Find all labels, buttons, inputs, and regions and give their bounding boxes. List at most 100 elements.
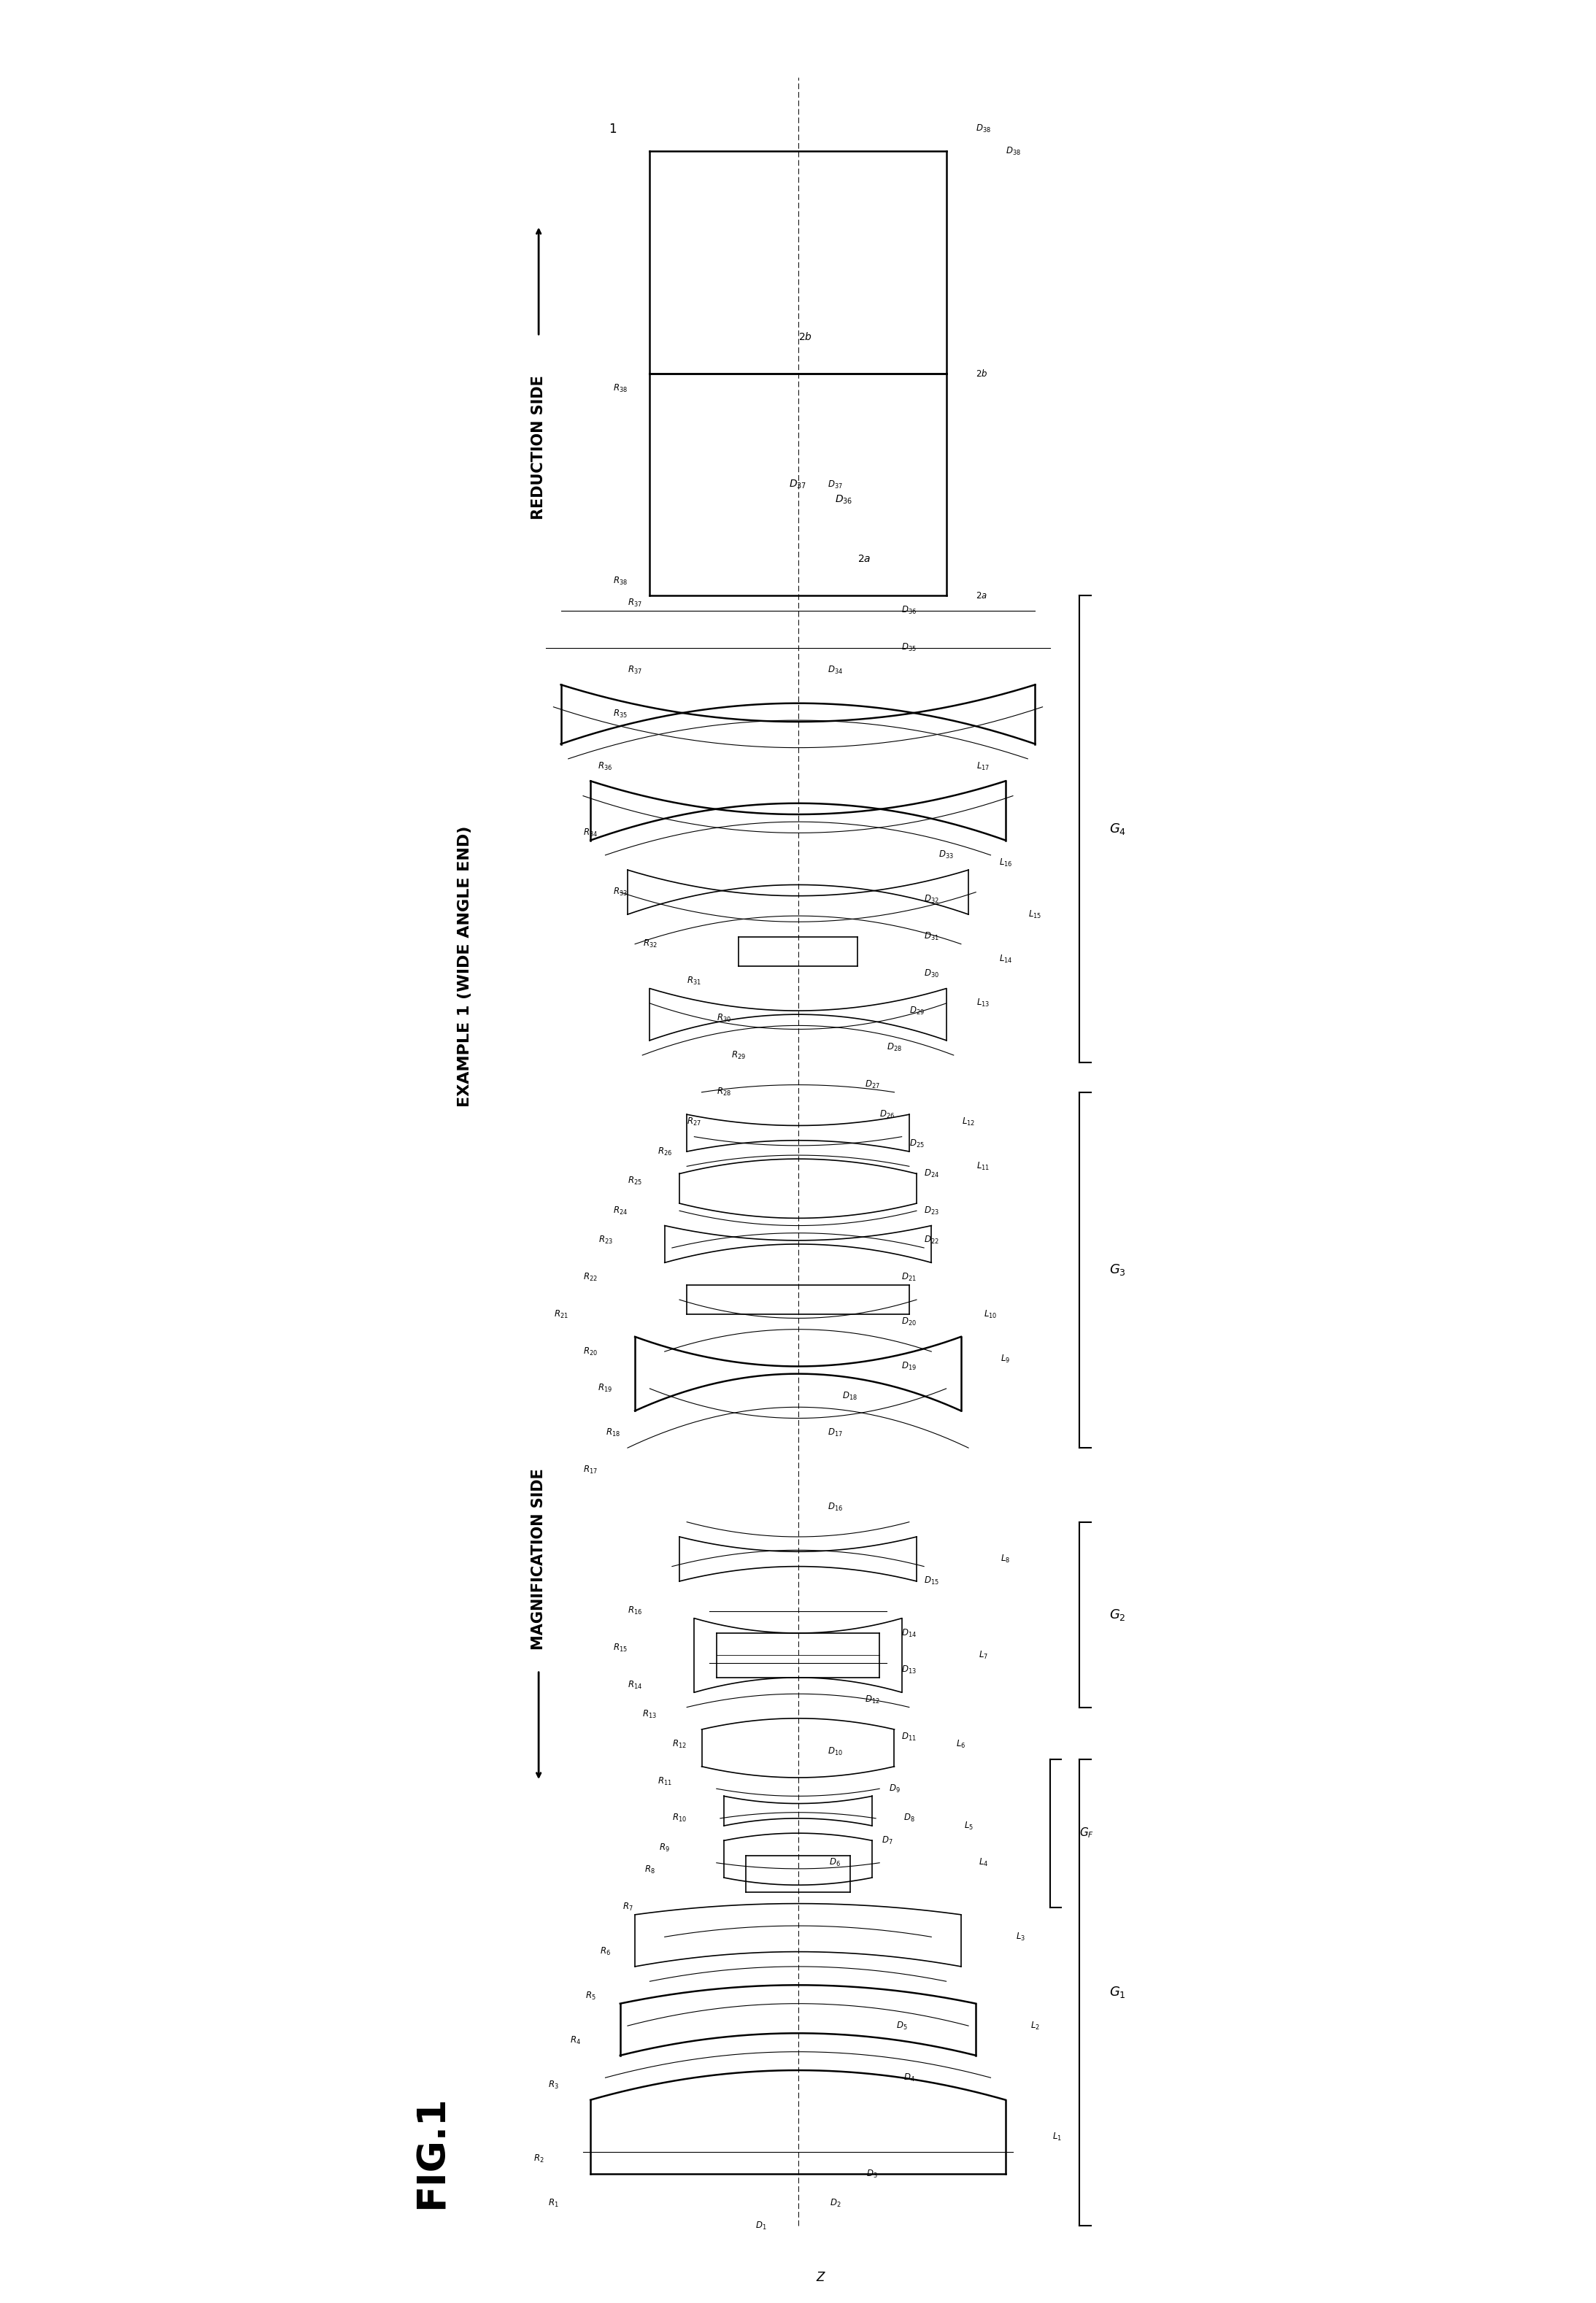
Text: $L_{3}$: $L_{3}$ bbox=[1015, 1932, 1025, 1941]
Text: $L_{14}$: $L_{14}$ bbox=[999, 953, 1012, 965]
Text: $D_{34}$: $D_{34}$ bbox=[827, 663, 843, 675]
Text: $D_{20}$: $D_{20}$ bbox=[902, 1317, 916, 1327]
Text: $L_{6}$: $L_{6}$ bbox=[956, 1739, 966, 1750]
Text: $D_{29}$: $D_{29}$ bbox=[910, 1004, 924, 1016]
Text: $R_{18}$: $R_{18}$ bbox=[605, 1428, 621, 1439]
Text: $L_{12}$: $L_{12}$ bbox=[962, 1117, 975, 1128]
Text: $R_{29}$: $R_{29}$ bbox=[731, 1050, 745, 1062]
Text: $D_{2}$: $D_{2}$ bbox=[830, 2197, 841, 2209]
Text: $2b$: $2b$ bbox=[975, 368, 988, 378]
Text: $D_{27}$: $D_{27}$ bbox=[865, 1080, 879, 1089]
Text: $R_{4}$: $R_{4}$ bbox=[570, 2036, 581, 2045]
Text: $R_{20}$: $R_{20}$ bbox=[583, 1345, 598, 1356]
Text: $D_{35}$: $D_{35}$ bbox=[902, 643, 916, 654]
Text: $2b$: $2b$ bbox=[798, 332, 812, 341]
Text: $R_{33}$: $R_{33}$ bbox=[613, 887, 627, 898]
Text: $2a$: $2a$ bbox=[857, 553, 871, 564]
Text: $R_{10}$: $R_{10}$ bbox=[672, 1812, 686, 1824]
Text: $R_{34}$: $R_{34}$ bbox=[583, 827, 598, 838]
Text: $G_F$: $G_F$ bbox=[1079, 1826, 1095, 1840]
Text: $G_3$: $G_3$ bbox=[1109, 1262, 1125, 1278]
Text: $R_{2}$: $R_{2}$ bbox=[533, 2153, 544, 2165]
Text: $D_{7}$: $D_{7}$ bbox=[881, 1835, 892, 1847]
Text: $R_{35}$: $R_{35}$ bbox=[613, 709, 627, 721]
Text: $R_{22}$: $R_{22}$ bbox=[583, 1271, 598, 1283]
Text: $D_{24}$: $D_{24}$ bbox=[924, 1168, 938, 1179]
Text: $R_{31}$: $R_{31}$ bbox=[686, 976, 702, 986]
Text: $D_{23}$: $D_{23}$ bbox=[924, 1204, 938, 1216]
Text: $R_{21}$: $R_{21}$ bbox=[554, 1308, 568, 1320]
Text: $R_{37}$: $R_{37}$ bbox=[627, 663, 642, 675]
Text: $D_{13}$: $D_{13}$ bbox=[902, 1665, 916, 1677]
Text: $D_{37}$: $D_{37}$ bbox=[827, 479, 843, 491]
Text: $R_{25}$: $R_{25}$ bbox=[627, 1175, 642, 1186]
Text: $L_{16}$: $L_{16}$ bbox=[999, 857, 1012, 868]
Text: $L_{1}$: $L_{1}$ bbox=[1053, 2133, 1061, 2142]
Text: $L_{15}$: $L_{15}$ bbox=[1028, 910, 1042, 919]
Text: $D_{19}$: $D_{19}$ bbox=[902, 1361, 916, 1373]
Text: $D_{25}$: $D_{25}$ bbox=[910, 1138, 924, 1149]
Text: $R_{7}$: $R_{7}$ bbox=[622, 1902, 634, 1914]
Text: FIG.1: FIG.1 bbox=[413, 2096, 450, 2209]
Text: $R_{19}$: $R_{19}$ bbox=[598, 1384, 613, 1393]
Text: $R_{12}$: $R_{12}$ bbox=[672, 1739, 686, 1750]
Text: $L_{10}$: $L_{10}$ bbox=[985, 1308, 998, 1320]
Text: $R_{13}$: $R_{13}$ bbox=[643, 1709, 658, 1720]
Text: $R_{30}$: $R_{30}$ bbox=[717, 1013, 731, 1023]
Text: $D_{17}$: $D_{17}$ bbox=[827, 1428, 843, 1439]
Text: $L_{2}$: $L_{2}$ bbox=[1031, 2020, 1041, 2031]
Text: $1$: $1$ bbox=[608, 122, 616, 136]
Text: $R_{11}$: $R_{11}$ bbox=[658, 1776, 672, 1787]
Text: $D_{37}$: $D_{37}$ bbox=[788, 479, 808, 491]
Text: $G_1$: $G_1$ bbox=[1109, 1985, 1125, 1999]
Text: $R_{36}$: $R_{36}$ bbox=[598, 760, 613, 772]
Text: $D_{5}$: $D_{5}$ bbox=[895, 2020, 908, 2031]
Text: $D_{32}$: $D_{32}$ bbox=[924, 894, 938, 905]
Text: $L_{5}$: $L_{5}$ bbox=[964, 1819, 974, 1831]
Text: $R_{5}$: $R_{5}$ bbox=[586, 1990, 595, 2001]
Text: $D_{30}$: $D_{30}$ bbox=[924, 967, 938, 979]
Text: $R_{38}$: $R_{38}$ bbox=[613, 576, 627, 587]
Text: $L_{11}$: $L_{11}$ bbox=[977, 1161, 990, 1172]
Text: $D_{18}$: $D_{18}$ bbox=[843, 1391, 857, 1403]
Text: $R_{27}$: $R_{27}$ bbox=[686, 1117, 702, 1128]
Text: $L_{17}$: $L_{17}$ bbox=[977, 760, 990, 772]
Text: $D_{28}$: $D_{28}$ bbox=[887, 1043, 902, 1052]
Text: $R_{1}$: $R_{1}$ bbox=[547, 2197, 559, 2209]
Text: $R_{26}$: $R_{26}$ bbox=[658, 1147, 672, 1156]
Text: EXAMPLE 1 (WIDE ANGLE END): EXAMPLE 1 (WIDE ANGLE END) bbox=[458, 827, 472, 1108]
Text: $L_{8}$: $L_{8}$ bbox=[1001, 1555, 1010, 1564]
Text: $D_{38}$: $D_{38}$ bbox=[1005, 145, 1021, 157]
Text: $L_{13}$: $L_{13}$ bbox=[977, 997, 990, 1009]
Text: $R_{32}$: $R_{32}$ bbox=[643, 940, 658, 949]
Text: $D_{10}$: $D_{10}$ bbox=[827, 1746, 843, 1757]
Text: $R_{24}$: $R_{24}$ bbox=[613, 1204, 627, 1216]
Text: $R_{16}$: $R_{16}$ bbox=[627, 1605, 642, 1617]
Text: $R_{28}$: $R_{28}$ bbox=[717, 1087, 731, 1099]
Text: $D_{36}$: $D_{36}$ bbox=[835, 493, 852, 504]
Text: $2a$: $2a$ bbox=[975, 592, 988, 601]
Text: $D_{21}$: $D_{21}$ bbox=[902, 1271, 916, 1283]
Text: $D_{1}$: $D_{1}$ bbox=[755, 2220, 766, 2232]
Text: $D_{26}$: $D_{26}$ bbox=[879, 1110, 895, 1119]
Text: $R_{6}$: $R_{6}$ bbox=[600, 1946, 611, 1958]
Text: $R_{37}$: $R_{37}$ bbox=[627, 599, 642, 608]
Text: $R_{8}$: $R_{8}$ bbox=[645, 1865, 656, 1875]
Text: $D_{4}$: $D_{4}$ bbox=[903, 2073, 915, 2084]
Text: $L_{4}$: $L_{4}$ bbox=[978, 1856, 988, 1868]
Text: $D_{38}$: $D_{38}$ bbox=[975, 124, 991, 134]
Text: $R_{9}$: $R_{9}$ bbox=[659, 1842, 670, 1854]
Text: $D_{14}$: $D_{14}$ bbox=[902, 1628, 916, 1640]
Text: $D_{9}$: $D_{9}$ bbox=[889, 1783, 900, 1794]
Text: $R_{38}$: $R_{38}$ bbox=[613, 382, 627, 394]
Text: $D_{6}$: $D_{6}$ bbox=[830, 1856, 841, 1868]
Text: $G_2$: $G_2$ bbox=[1109, 1607, 1125, 1621]
Text: $D_{22}$: $D_{22}$ bbox=[924, 1234, 938, 1246]
Text: $R_{23}$: $R_{23}$ bbox=[598, 1234, 613, 1246]
Text: $D_{16}$: $D_{16}$ bbox=[827, 1502, 843, 1513]
Text: $L_{7}$: $L_{7}$ bbox=[978, 1649, 988, 1660]
Text: $D_{36}$: $D_{36}$ bbox=[902, 606, 916, 617]
Text: $D_{8}$: $D_{8}$ bbox=[903, 1812, 915, 1824]
Text: $D_{3}$: $D_{3}$ bbox=[867, 2169, 878, 2179]
Text: $D_{31}$: $D_{31}$ bbox=[924, 930, 938, 942]
